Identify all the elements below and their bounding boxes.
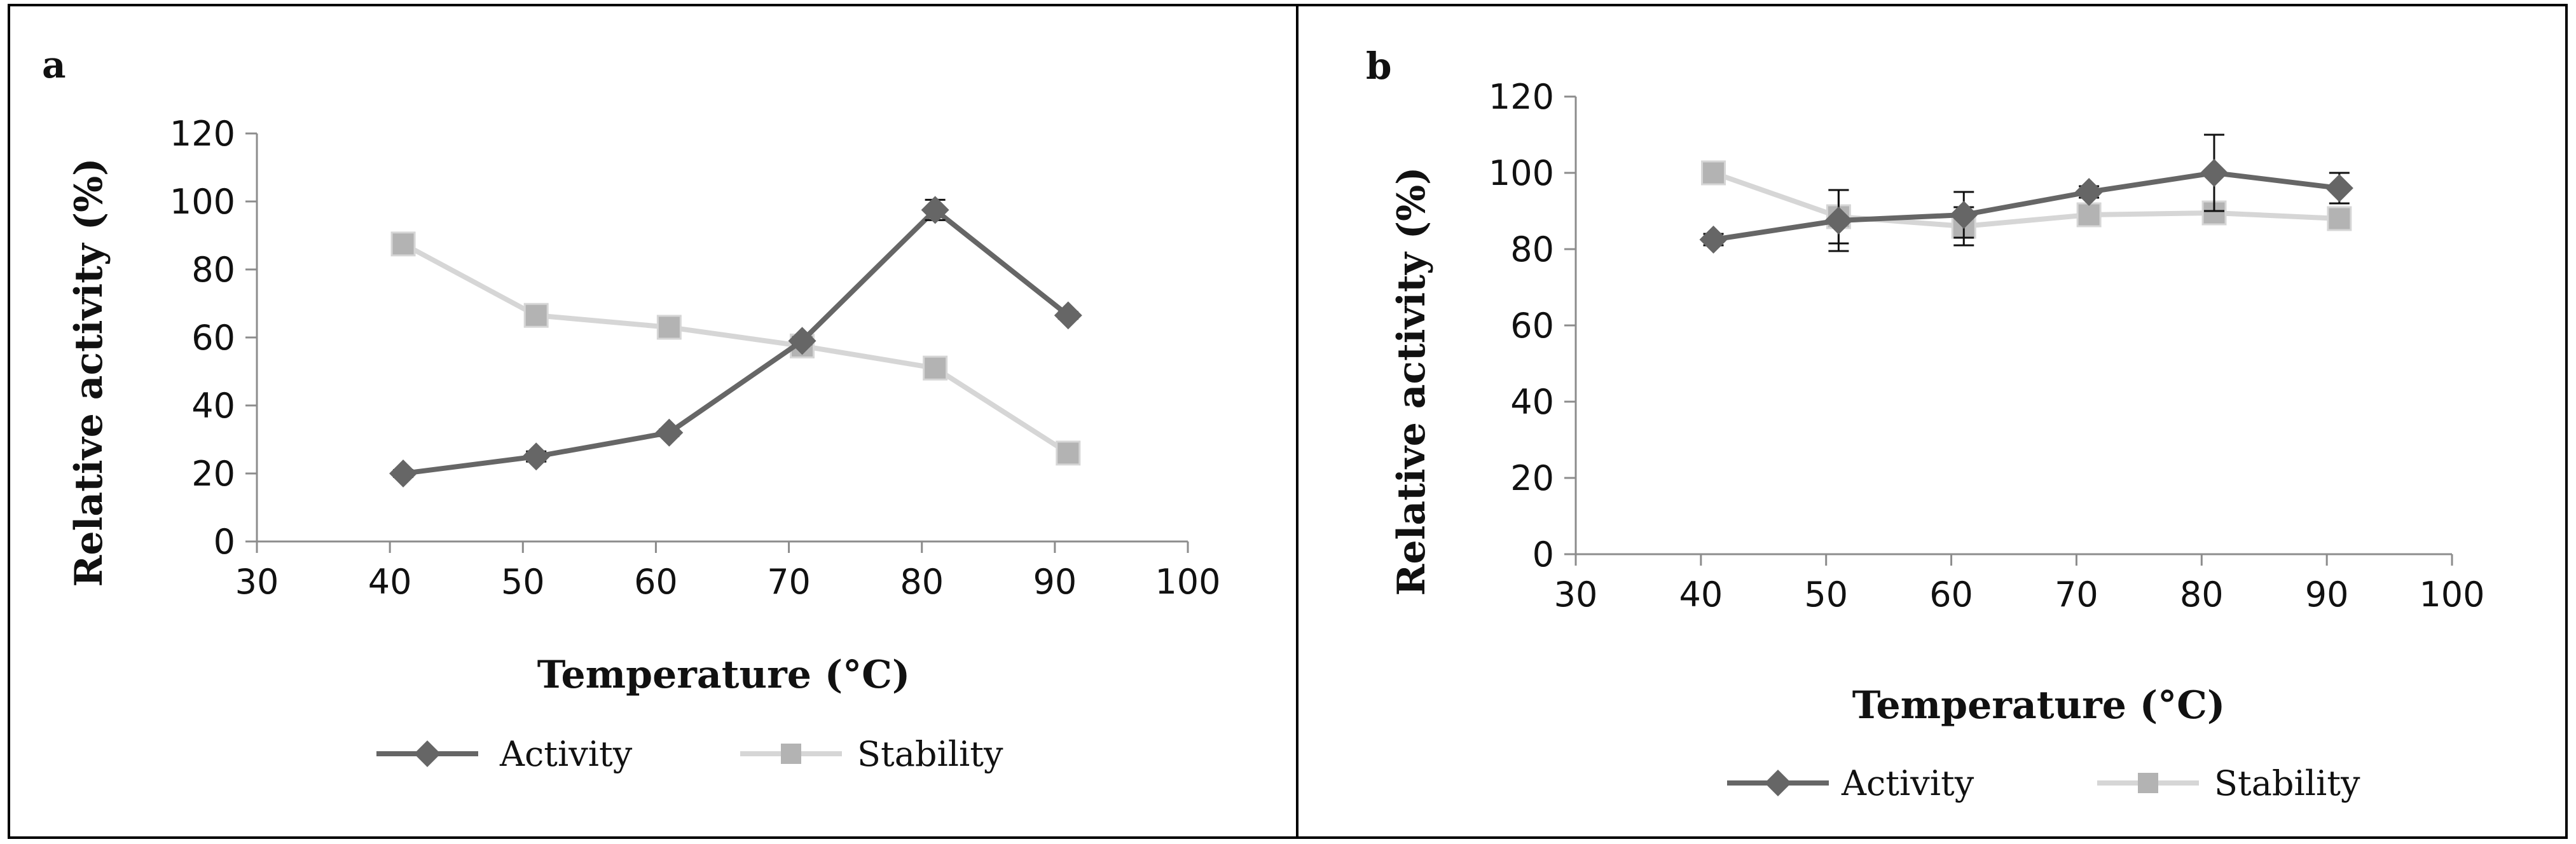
panel-a-legend-stability-label: Stability [857, 734, 1003, 774]
panel-b-x-tick-label-50: 50 [1804, 575, 1848, 615]
panel-a-x-ticks: 30 40 50 60 70 80 90 100 [235, 541, 1221, 602]
panel-a-x-tick-label-70: 70 [767, 562, 811, 602]
panel-b-stability-line [1712, 170, 2340, 229]
panel-a-legend-item-stability: Stability [740, 734, 1003, 774]
panel-a-x-tick-label-60: 60 [634, 562, 678, 602]
panel-b-activity-point [1950, 201, 1978, 229]
panel-a-stability-point [523, 303, 549, 328]
panel-a-x-tick-label-100: 100 [1155, 562, 1220, 602]
panel-a-legend-stability-marker [781, 744, 801, 764]
panel-a-stability-point [656, 315, 682, 340]
panel-b-y-tick-label-100: 100 [1489, 153, 1554, 193]
panel-a-y-ticks: 0 20 40 60 80 100 120 [170, 114, 257, 562]
panel-a-x-tick-label-80: 80 [900, 562, 944, 602]
panel-a-y-tick-label-100: 100 [170, 182, 235, 222]
panel-b-y-tick-label-60: 60 [1510, 306, 1554, 346]
panel-b-x-axis-title: Temperature (°C) [1852, 683, 2226, 728]
panel-a-stability-line [402, 242, 1070, 456]
panel-a-activity-point [655, 418, 684, 447]
panel-a-stability-point [390, 231, 416, 257]
panel-b-stability-point [2076, 202, 2102, 228]
panel-b-activity-point [1824, 207, 1853, 235]
panel-b-activity-point [2075, 178, 2104, 206]
panel-b: b 0 20 40 60 80 100 120 30 40 50 60 70 80 90 100 Rela… [1296, 4, 2568, 839]
panel-a-x-tick-label-40: 40 [368, 562, 412, 602]
panel-a-series-stability [390, 231, 1081, 466]
panel-b-x-tick-label-80: 80 [2180, 575, 2224, 615]
panel-b-y-axis-title: Relative activity (%) [1389, 167, 1434, 596]
panel-b-border [1296, 4, 2568, 839]
panel-a-stability-point [923, 355, 948, 381]
panel-b-series-activity [1699, 133, 2353, 254]
panel-b-legend-item-stability: Stability [2097, 763, 2360, 803]
panel-b-activity-point [1699, 226, 1728, 254]
panel-a-x-tick-label-50: 50 [501, 562, 545, 602]
panel-a-x-tick-label-30: 30 [235, 562, 279, 602]
panel-a-plot-area [389, 196, 1082, 487]
panel-a-activity-point [389, 459, 418, 487]
panel-a-activity-point [1054, 301, 1082, 330]
panel-b-y-tick-label-40: 40 [1510, 382, 1554, 422]
panel-b-legend-stability-label: Stability [2214, 763, 2360, 803]
panel-b-stability-point [1701, 160, 1726, 186]
panel-b-activity-point [2200, 159, 2228, 187]
panel-a-x-axis-title: Temperature (°C) [537, 653, 911, 697]
panel-b-legend-activity-marker [1765, 770, 1791, 796]
panel-b-legend-stability-marker [2138, 773, 2158, 793]
panel-b-y-ticks: 0 20 40 60 80 100 120 [1489, 77, 1576, 575]
panel-b-x-tick-label-40: 40 [1679, 575, 1723, 615]
panel-a-y-axis-title: Relative activity (%) [67, 158, 111, 587]
panel-a-activity-point [788, 327, 816, 355]
panel-a-legend-activity-marker [414, 740, 441, 767]
panel-b-activity-line [1712, 170, 2340, 242]
panel-a-stability-point [1056, 440, 1081, 466]
panel-a-y-tick-label-20: 20 [191, 454, 235, 494]
panel-b-x-tick-label-30: 30 [1554, 575, 1598, 615]
panel-b-y-tick-label-20: 20 [1510, 458, 1554, 498]
panel-a-y-tick-label-60: 60 [191, 318, 235, 358]
panel-b-x-ticks: 30 40 50 60 70 80 90 100 [1554, 554, 2485, 615]
panel-b-plot-area [1699, 133, 2353, 254]
panel-a-y-tick-label-0: 0 [214, 522, 235, 562]
panel-a-series-activity [389, 196, 1082, 487]
panel-b-x-tick-label-70: 70 [2055, 575, 2098, 615]
panel-b-y-tick-label-0: 0 [1533, 534, 1554, 575]
panel-b-legend-activity-label: Activity [1841, 763, 1974, 803]
panel-b-x-tick-label-60: 60 [1929, 575, 1973, 615]
panel-a-legend: Activity Stability [376, 734, 1003, 774]
panel-a-activity-point [522, 442, 551, 471]
panel-a-legend-activity-label: Activity [499, 734, 633, 774]
panel-b-x-tick-label-90: 90 [2305, 575, 2349, 615]
panel-b-y-tick-label-80: 80 [1510, 229, 1554, 269]
panel-b-stability-point [2327, 206, 2352, 231]
panel-a-y-tick-label-40: 40 [191, 386, 235, 426]
panel-a-y-tick-label-80: 80 [191, 250, 235, 290]
panel-b-legend-item-activity: Activity [1727, 763, 1974, 803]
panel-a-activity-line [403, 207, 1070, 476]
panel-a-legend-item-activity: Activity [376, 734, 633, 774]
panel-b-activity-point [2325, 174, 2353, 202]
panel-b-x-tick-label-100: 100 [2419, 575, 2484, 615]
panel-b-y-tick-label-120: 120 [1489, 77, 1554, 117]
panel-a: a 0 20 40 60 80 100 120 30 40 50 60 70 80 90 100 Rela… [8, 4, 1298, 839]
panel-a-activity-point [921, 196, 949, 224]
panel-b-label: b [1366, 44, 1392, 88]
panel-b-legend: Activity Stability [1727, 763, 2360, 803]
panel-a-y-tick-label-120: 120 [170, 114, 235, 154]
panel-a-label: a [42, 43, 66, 86]
panel-a-x-tick-label-90: 90 [1033, 562, 1077, 602]
